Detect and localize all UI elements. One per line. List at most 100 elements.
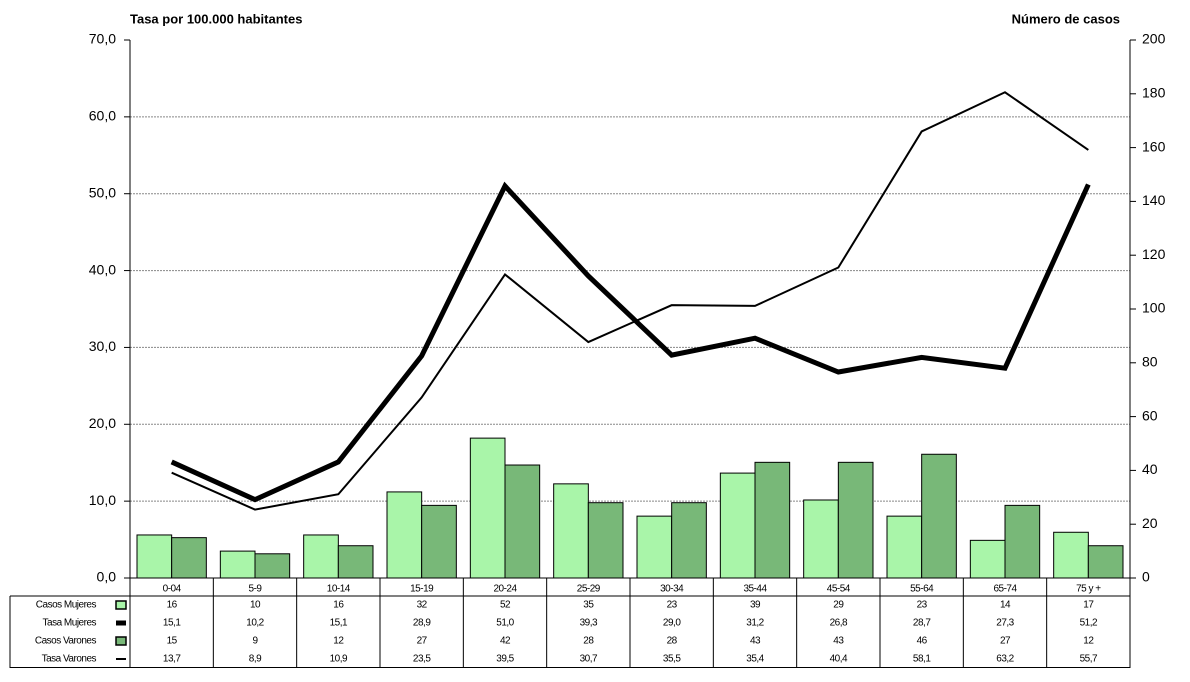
- table-value: 10,9: [330, 654, 348, 665]
- table-value: 58,1: [913, 654, 931, 665]
- y2-tick-label: 160: [1142, 138, 1166, 154]
- chart-title: Tasa por 100.000 habitantes: [130, 11, 302, 26]
- table-value: 28,7: [913, 618, 931, 629]
- table-value: 46: [917, 636, 928, 647]
- table-value: 32: [417, 600, 428, 611]
- bar: [803, 499, 839, 579]
- table-value: 28: [583, 636, 594, 647]
- table-value: 40,4: [830, 654, 848, 665]
- y2-tick-label: 0: [1142, 569, 1150, 585]
- bar: [969, 539, 1006, 579]
- y-tick-label: 30,0: [89, 338, 116, 354]
- y-tick-label: 70,0: [89, 31, 116, 47]
- table-value: 30,7: [580, 654, 598, 665]
- bar: [254, 553, 291, 579]
- table-value: 31,2: [746, 618, 764, 629]
- x-tick-label: 10-14: [327, 584, 351, 595]
- bar: [671, 502, 707, 579]
- table-value: 27,3: [996, 618, 1014, 629]
- table-value: 35,4: [746, 654, 764, 665]
- table-value: 55,7: [1080, 654, 1098, 665]
- y2-tick-label: 40: [1142, 461, 1158, 477]
- y2-tick-label: 200: [1142, 31, 1166, 47]
- legend-swatch: [115, 636, 127, 646]
- bar: [219, 550, 256, 579]
- line: [170, 181, 1091, 503]
- line: [171, 91, 1089, 511]
- bar: [587, 502, 624, 579]
- table-value: 10: [250, 600, 261, 611]
- x-tick-label: 75 y +: [1076, 584, 1101, 595]
- table-value: 51,0: [496, 618, 514, 629]
- x-tick-label: 15-19: [410, 584, 434, 595]
- x-tick-label: 55-64: [910, 584, 934, 595]
- table-value: 35,5: [663, 654, 681, 665]
- y2-tick-label: 180: [1142, 85, 1166, 101]
- x-tick-label: 30-34: [660, 584, 684, 595]
- table-value: 23: [917, 600, 928, 611]
- table-value: 17: [1083, 600, 1094, 611]
- table-value: 39,5: [496, 654, 514, 665]
- table-value: 12: [1083, 636, 1094, 647]
- y-tick-label: 40,0: [89, 261, 116, 277]
- table-value: 15: [167, 636, 178, 647]
- x-tick-label: 65-74: [993, 584, 1017, 595]
- table-value: 12: [333, 636, 344, 647]
- y2-tick-label: 120: [1142, 246, 1166, 262]
- table-value: 23: [667, 600, 678, 611]
- table-value: 28,9: [413, 618, 431, 629]
- table-value: 27: [417, 636, 428, 647]
- table-value: 8,9: [249, 654, 262, 665]
- table-value: 27: [1000, 636, 1011, 647]
- bar: [921, 453, 957, 579]
- table-value: 39,3: [580, 618, 598, 629]
- table-value: 43: [833, 636, 844, 647]
- table-value: 15,1: [330, 618, 348, 629]
- bar: [719, 472, 756, 579]
- table-value: 23,5: [413, 654, 431, 665]
- bar: [504, 464, 541, 579]
- bar: [469, 437, 506, 579]
- bar: [1004, 504, 1041, 579]
- legend-label: Tasa Mujeres: [43, 618, 97, 629]
- bar: [754, 461, 791, 579]
- legend-label: Casos Varones: [35, 636, 97, 647]
- x-tick-label: 45-54: [827, 584, 851, 595]
- x-tick-label: 25-29: [577, 584, 601, 595]
- bar: [337, 545, 374, 579]
- bar: [171, 537, 207, 579]
- bar: [636, 515, 673, 579]
- table-value: 10,2: [246, 618, 264, 629]
- bar: [1053, 531, 1089, 579]
- x-tick-label: 20-24: [493, 584, 517, 595]
- y-tick-label: 0,0: [97, 569, 117, 585]
- y-tick-label: 10,0: [89, 492, 116, 508]
- bar: [303, 534, 339, 579]
- table-value: 16: [167, 600, 178, 611]
- x-tick-label: 5-9: [249, 584, 263, 595]
- x-tick-label: 35-44: [743, 584, 767, 595]
- table-value: 28: [667, 636, 678, 647]
- table-value: 15,1: [163, 618, 181, 629]
- table-value: 51,2: [1080, 618, 1098, 629]
- bar: [886, 515, 923, 579]
- table-value: 29: [833, 600, 844, 611]
- bar: [553, 483, 589, 579]
- table-value: 9: [252, 636, 258, 647]
- bar: [136, 534, 173, 579]
- legend-label: Tasa Varones: [42, 654, 97, 665]
- table-value: 43: [750, 636, 761, 647]
- table-value: 39: [750, 600, 761, 611]
- x-tick-label: 0-04: [163, 584, 182, 595]
- bar: [1087, 545, 1124, 579]
- y2-tick-label: 20: [1142, 515, 1158, 531]
- y-tick-label: 50,0: [89, 184, 116, 200]
- y-tick-label: 60,0: [89, 108, 116, 124]
- table-value: 13,7: [163, 654, 181, 665]
- table-value: 52: [500, 600, 511, 611]
- table-value: 35: [583, 600, 594, 611]
- table-value: 26,8: [830, 618, 848, 629]
- bar: [386, 491, 423, 579]
- table-value: 63,2: [996, 654, 1014, 665]
- table-value: 16: [333, 600, 344, 611]
